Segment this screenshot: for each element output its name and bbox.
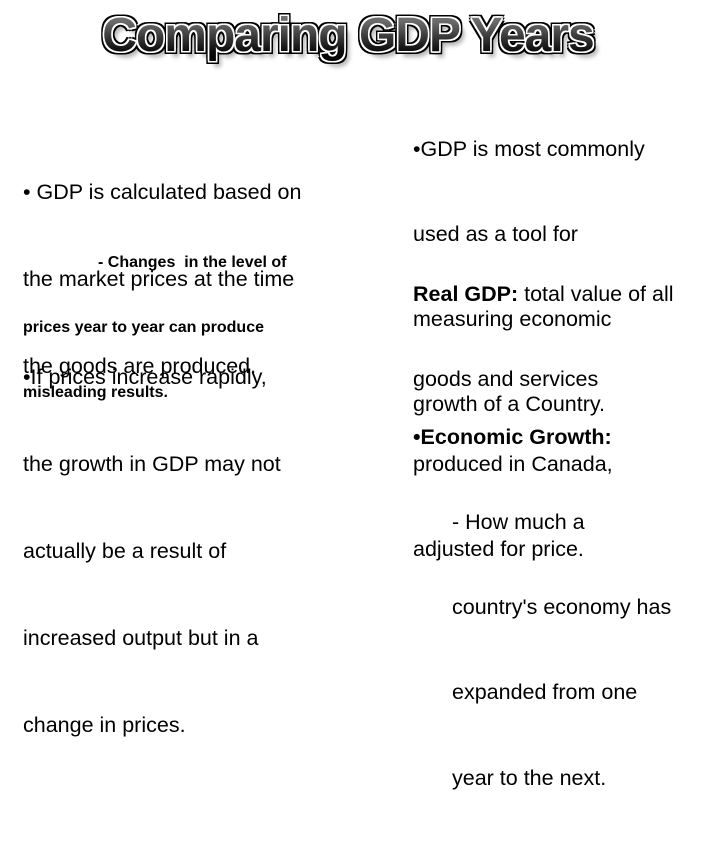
left-subbullet-price-changes: - Changes in the level of prices year to… — [23, 208, 286, 448]
text-line: increased output but in a — [23, 626, 259, 650]
text-line: Real GDP: total value of all — [413, 280, 674, 308]
presentation-slide: Comparing GDP Years Comparing GDP Years … — [0, 4, 708, 790]
text-line: misleading results. — [23, 384, 168, 402]
text-line: •GDP is most commonly — [413, 136, 645, 161]
text-line: - How much a — [452, 510, 585, 535]
slide-title: Comparing GDP Years Comparing GDP Years … — [0, 4, 708, 76]
text-line: the goods are produced. — [23, 354, 257, 378]
right-paragraph-real-gdp: Real GDP: total value of all goods and s… — [413, 223, 674, 621]
right-bullet-gdp-tool: •GDP is most commonly used as a tool for… — [413, 78, 645, 476]
text-line: the growth in GDP may not — [23, 452, 281, 476]
text-line: expanded from one — [452, 680, 638, 705]
text-line: country's economy has — [452, 595, 672, 620]
slide-title-outline-layer: Comparing GDP Years — [0, 4, 708, 68]
text-line: • GDP is calculated based on — [23, 180, 302, 204]
economic-growth-term: •Economic Growth: — [413, 424, 612, 449]
left-bullet-gdp-calculated: • GDP is calculated based on the market … — [23, 120, 301, 439]
text-line: actually be a result of — [23, 539, 227, 563]
text-line: year to the next. — [452, 765, 607, 790]
slide-title-fill-layer: Comparing GDP Years — [0, 4, 708, 68]
text-line: •If prices increase rapidly, — [23, 365, 267, 389]
real-gdp-definition-start: total value of all — [518, 281, 674, 306]
text-line: goods and services — [413, 367, 599, 392]
text-line: prices year to year can produce — [23, 318, 264, 336]
real-gdp-term: Real GDP: — [413, 281, 519, 306]
text-line: growth of a Country. — [413, 392, 605, 417]
text-line: used as a tool for — [413, 222, 578, 247]
right-bullet-economic-growth: •Economic Growth: - How much a country's… — [413, 366, 671, 849]
text-line: measuring economic — [413, 307, 612, 332]
text-line: - Changes in the level of — [98, 253, 287, 271]
text-line: change in prices. — [23, 713, 186, 737]
slide-title-rim-layer: Comparing GDP Years — [0, 4, 708, 68]
text-line: produced in Canada, — [413, 452, 613, 477]
left-bullet-prices-increase: •If prices increase rapidly, the growth … — [23, 305, 281, 798]
text-line: the market prices at the time — [23, 267, 295, 291]
